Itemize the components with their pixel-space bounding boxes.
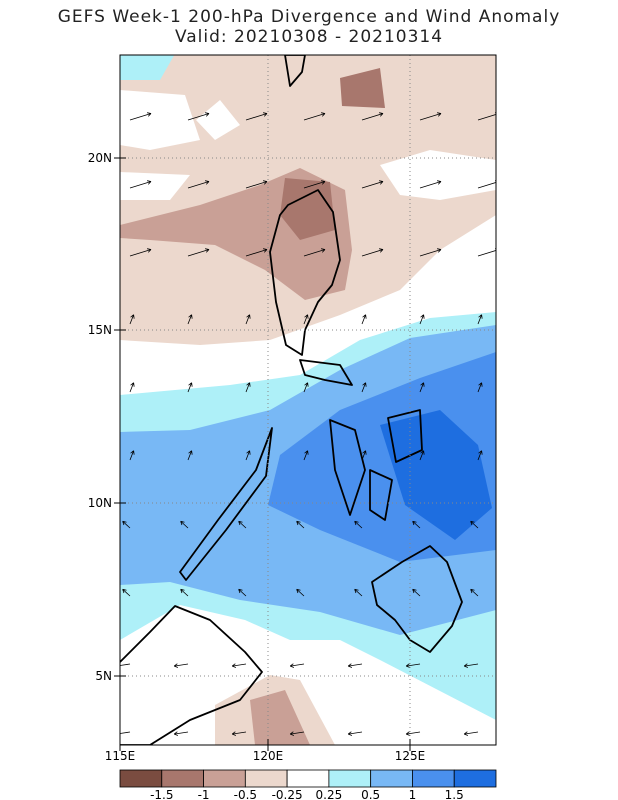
colorbar-label: 1	[409, 788, 417, 800]
ticks	[114, 157, 411, 751]
colorbar-label: 0.5	[361, 788, 380, 800]
wind-arrow	[477, 382, 483, 393]
wind-arrow	[120, 663, 131, 668]
wind-arrow	[129, 382, 135, 393]
wind-arrow	[419, 112, 442, 121]
wind-arrow	[296, 520, 305, 529]
wind-arrow	[419, 450, 425, 461]
wind-arrow	[173, 663, 189, 668]
map-field	[120, 55, 496, 745]
wind-arrow	[120, 731, 131, 736]
wind-arrow	[361, 180, 384, 189]
wind-arrow	[303, 248, 326, 257]
wind-arrow	[187, 248, 210, 257]
wind-arrow	[477, 450, 483, 461]
wind-arrow	[245, 382, 251, 393]
wind-arrow	[129, 248, 152, 257]
colorbar-label: -0.5	[234, 788, 257, 800]
map-frame	[119, 54, 497, 746]
wind-arrow	[231, 663, 247, 668]
wind-arrow	[187, 112, 210, 121]
wind-arrow	[245, 248, 268, 257]
wind-arrow	[477, 314, 483, 325]
wind-arrow	[412, 588, 421, 597]
wind-arrow	[303, 112, 326, 121]
wind-arrow	[361, 112, 384, 121]
wind-arrow	[361, 382, 367, 393]
colorbar-box	[453, 769, 497, 788]
colorbar: -1.5 -1 -0.5 -0.25 0.25 0.5 1 1.5	[119, 769, 497, 800]
wind-arrow	[129, 112, 152, 121]
wind-arrow	[245, 450, 251, 461]
wind-arrow	[129, 180, 152, 189]
title: GEFS Week-1 200-hPa Divergence and Wind …	[58, 7, 561, 27]
wind-arrow	[303, 450, 309, 461]
colorbar-label: 1.5	[445, 788, 464, 800]
lon-label: 125E	[395, 749, 426, 763]
colorbar-box	[328, 769, 372, 788]
lon-label: 115E	[105, 749, 136, 763]
wind-arrow	[245, 112, 268, 121]
colorbar-box	[370, 769, 413, 788]
colorbar-box	[286, 769, 330, 788]
colorbar-box	[203, 769, 246, 788]
wind-arrow	[405, 731, 421, 736]
wind-arrow	[470, 588, 479, 597]
wind-arrow	[245, 314, 251, 325]
colorbar-box	[244, 769, 288, 788]
colorbar-label: 0.25	[316, 788, 343, 800]
wind-arrow	[187, 314, 193, 325]
wind-arrow	[463, 731, 479, 736]
wind-arrow	[289, 663, 305, 668]
wind-arrow	[347, 731, 363, 736]
wind-arrow	[470, 520, 479, 529]
wind-arrow	[289, 731, 305, 736]
colorbar-label: -1.5	[150, 788, 173, 800]
colorbar-label: -1	[198, 788, 210, 800]
lat-label: 20N	[88, 151, 112, 165]
subtitle: Valid: 20210308 - 20210314	[175, 27, 443, 47]
colorbar-box	[119, 769, 163, 788]
wind-arrow	[303, 180, 326, 189]
wind-arrow	[361, 450, 367, 461]
wind-arrow	[122, 520, 131, 529]
wind-arrow	[419, 180, 442, 189]
wind-arrow	[296, 588, 305, 597]
wind-vectors	[120, 112, 496, 736]
wind-arrow	[173, 731, 189, 736]
wind-arrow	[238, 588, 247, 597]
wind-arrow	[231, 731, 247, 736]
wind-arrow	[187, 450, 193, 461]
wind-arrow	[419, 314, 425, 325]
lat-label: 10N	[88, 496, 112, 510]
wind-arrow	[180, 588, 189, 597]
wind-arrow	[419, 248, 442, 257]
wind-arrow	[347, 663, 363, 668]
lat-label: 5N	[95, 669, 112, 683]
wind-arrow	[245, 180, 268, 189]
wind-arrow	[129, 314, 135, 325]
wind-arrow	[463, 663, 479, 668]
wind-arrow	[187, 382, 193, 393]
wind-arrow	[187, 180, 210, 189]
wind-arrow	[303, 314, 309, 325]
wind-arrow	[303, 382, 309, 393]
wind-arrow	[361, 314, 367, 325]
wind-arrow	[354, 588, 363, 597]
wind-arrow	[238, 520, 247, 529]
wind-arrow	[122, 588, 131, 597]
wind-arrow	[405, 663, 421, 668]
wind-arrow	[361, 248, 384, 257]
colorbar-box	[161, 769, 204, 788]
colorbar-box	[412, 769, 455, 788]
lat-label: 15N	[88, 323, 112, 337]
wind-arrow	[412, 520, 421, 529]
wind-arrow	[419, 382, 425, 393]
colorbar-label: -0.25	[272, 788, 303, 800]
lon-label: 120E	[253, 749, 284, 763]
wind-arrow	[129, 450, 135, 461]
wind-arrow	[180, 520, 189, 529]
wind-arrow	[354, 520, 363, 529]
